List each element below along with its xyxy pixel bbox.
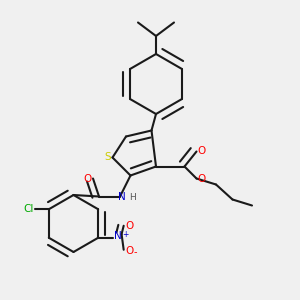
Text: O: O (197, 173, 206, 184)
Text: O: O (83, 173, 92, 184)
Text: N: N (118, 191, 126, 202)
Text: N: N (114, 231, 122, 241)
Text: O: O (125, 246, 133, 256)
Text: O: O (197, 146, 206, 157)
Text: H: H (129, 194, 136, 202)
Text: Cl: Cl (23, 204, 33, 214)
Text: S: S (105, 152, 111, 163)
Text: +: + (123, 230, 129, 239)
Text: -: - (133, 247, 137, 257)
Text: O: O (125, 221, 133, 231)
